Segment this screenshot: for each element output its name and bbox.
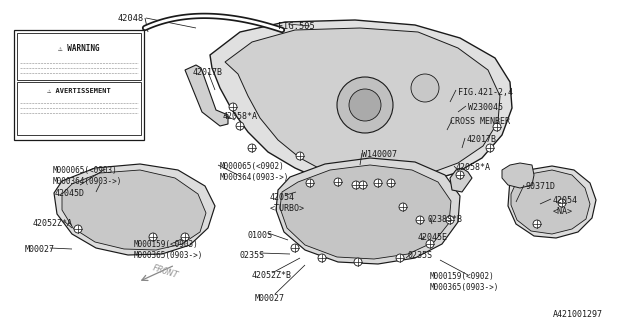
Circle shape	[236, 122, 244, 130]
Text: CROSS MENBER: CROSS MENBER	[450, 117, 510, 126]
Text: 42052Z*B: 42052Z*B	[252, 271, 292, 280]
Circle shape	[411, 74, 439, 102]
Circle shape	[334, 178, 342, 186]
Circle shape	[349, 89, 381, 121]
Text: 90371D: 90371D	[526, 182, 556, 191]
Polygon shape	[185, 65, 228, 126]
Text: <NA>: <NA>	[553, 207, 573, 216]
Text: M000365(0903->): M000365(0903->)	[430, 283, 499, 292]
Circle shape	[396, 254, 404, 262]
Circle shape	[558, 199, 566, 207]
Polygon shape	[62, 170, 206, 250]
Text: <TURBO>: <TURBO>	[270, 204, 305, 213]
FancyBboxPatch shape	[17, 33, 141, 80]
Text: M000364(0903->): M000364(0903->)	[53, 177, 122, 186]
Polygon shape	[502, 163, 534, 188]
Circle shape	[181, 233, 189, 241]
Text: W140007: W140007	[362, 150, 397, 159]
Text: 42054: 42054	[553, 196, 578, 205]
Polygon shape	[276, 158, 460, 264]
Text: 0235S: 0235S	[408, 251, 433, 260]
Polygon shape	[280, 165, 451, 259]
Circle shape	[352, 181, 360, 189]
Polygon shape	[54, 164, 215, 255]
Text: 42045D: 42045D	[55, 189, 85, 198]
Text: M00027: M00027	[25, 245, 55, 254]
Text: 42048: 42048	[118, 14, 144, 23]
Text: M000365(0903->): M000365(0903->)	[134, 251, 204, 260]
Text: 42017B: 42017B	[467, 135, 497, 144]
Circle shape	[486, 144, 494, 152]
Circle shape	[296, 152, 304, 160]
FancyBboxPatch shape	[14, 30, 144, 140]
Text: 42017B: 42017B	[193, 68, 223, 77]
Circle shape	[337, 77, 393, 133]
Text: 0235S: 0235S	[240, 251, 265, 260]
Text: M000364(0903->): M000364(0903->)	[220, 173, 289, 182]
Text: FIG.421-2,4: FIG.421-2,4	[458, 88, 513, 97]
Circle shape	[291, 244, 299, 252]
Text: 42058*A: 42058*A	[456, 163, 491, 172]
Circle shape	[446, 216, 454, 224]
Text: FIG.505: FIG.505	[278, 22, 315, 31]
Circle shape	[374, 179, 382, 187]
Text: ⚠ WARNING: ⚠ WARNING	[58, 44, 100, 53]
Text: M000065(<0902): M000065(<0902)	[220, 162, 285, 171]
Text: ⚠ AVERTISSEMENT: ⚠ AVERTISSEMENT	[47, 88, 111, 94]
Text: M000159(<0902): M000159(<0902)	[430, 272, 495, 281]
Circle shape	[74, 225, 82, 233]
Text: 42052Z*A: 42052Z*A	[33, 219, 73, 228]
Circle shape	[359, 181, 367, 189]
Circle shape	[416, 216, 424, 224]
Circle shape	[318, 254, 326, 262]
Polygon shape	[508, 166, 596, 238]
Circle shape	[533, 220, 541, 228]
Text: 42058*A: 42058*A	[223, 112, 258, 121]
Circle shape	[493, 123, 501, 131]
Text: 42045E: 42045E	[418, 233, 448, 242]
Circle shape	[229, 103, 237, 111]
Text: 0100S: 0100S	[248, 231, 273, 240]
Polygon shape	[511, 170, 590, 234]
Circle shape	[399, 203, 407, 211]
Text: 42054: 42054	[270, 193, 295, 202]
Polygon shape	[210, 20, 512, 187]
Text: 0238S*B: 0238S*B	[428, 215, 463, 224]
Circle shape	[387, 179, 395, 187]
FancyBboxPatch shape	[17, 82, 141, 134]
Polygon shape	[450, 168, 472, 192]
Text: FRONT: FRONT	[151, 264, 179, 280]
Circle shape	[426, 240, 434, 248]
Text: M000159(<0903): M000159(<0903)	[134, 240, 199, 249]
Polygon shape	[225, 28, 500, 178]
Circle shape	[354, 258, 362, 266]
Text: M00027: M00027	[255, 294, 285, 303]
Circle shape	[149, 233, 157, 241]
Circle shape	[248, 144, 256, 152]
Circle shape	[456, 171, 464, 179]
Text: W230045: W230045	[468, 103, 503, 112]
Text: M000065(<0903): M000065(<0903)	[53, 166, 118, 175]
Text: A421001297: A421001297	[553, 310, 603, 319]
Circle shape	[306, 179, 314, 187]
